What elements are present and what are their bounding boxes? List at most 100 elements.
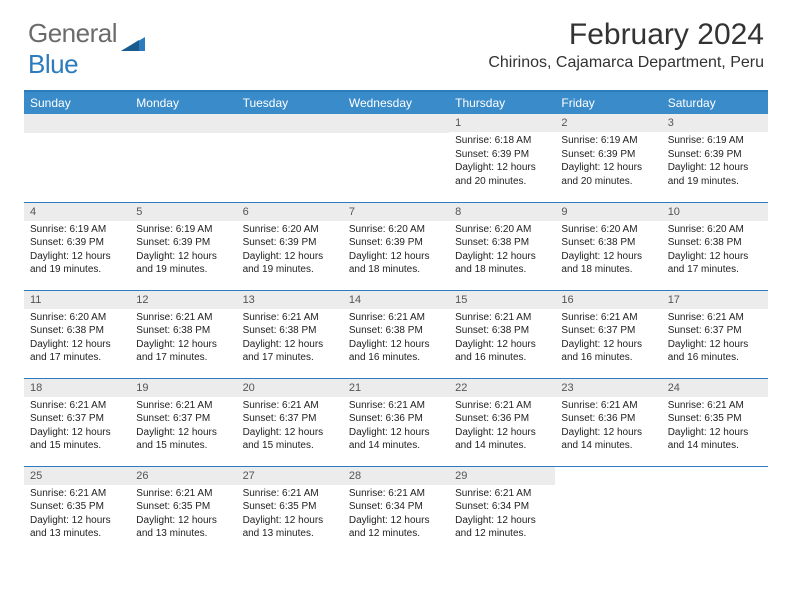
- calendar-cell: 13Sunrise: 6:21 AMSunset: 6:38 PMDayligh…: [237, 290, 343, 378]
- title-block: February 2024 Chirinos, Cajamarca Depart…: [488, 18, 764, 72]
- day-number: 20: [237, 379, 343, 397]
- sunset: Sunset: 6:37 PM: [136, 412, 230, 426]
- calendar-week-row: 4Sunrise: 6:19 AMSunset: 6:39 PMDaylight…: [24, 202, 768, 290]
- calendar-cell: 21Sunrise: 6:21 AMSunset: 6:36 PMDayligh…: [343, 378, 449, 466]
- day-number: 13: [237, 291, 343, 309]
- day-details: Sunrise: 6:20 AMSunset: 6:38 PMDaylight:…: [449, 221, 555, 281]
- day-details: Sunrise: 6:19 AMSunset: 6:39 PMDaylight:…: [130, 221, 236, 281]
- sunrise: Sunrise: 6:20 AM: [668, 223, 762, 237]
- sunset: Sunset: 6:39 PM: [668, 148, 762, 162]
- day-details: Sunrise: 6:21 AMSunset: 6:34 PMDaylight:…: [343, 485, 449, 545]
- day-number: 12: [130, 291, 236, 309]
- day-details: Sunrise: 6:20 AMSunset: 6:39 PMDaylight:…: [343, 221, 449, 281]
- sunrise: Sunrise: 6:21 AM: [136, 311, 230, 325]
- weekday-header: Friday: [555, 92, 661, 114]
- day-details: Sunrise: 6:19 AMSunset: 6:39 PMDaylight:…: [662, 132, 768, 192]
- sunset: Sunset: 6:36 PM: [561, 412, 655, 426]
- daylight: Daylight: 12 hours and 13 minutes.: [136, 514, 230, 541]
- calendar-cell: 18Sunrise: 6:21 AMSunset: 6:37 PMDayligh…: [24, 378, 130, 466]
- day-number: 28: [343, 467, 449, 485]
- calendar-cell: [662, 466, 768, 554]
- calendar-cell: 28Sunrise: 6:21 AMSunset: 6:34 PMDayligh…: [343, 466, 449, 554]
- month-title: February 2024: [488, 18, 764, 52]
- sunrise: Sunrise: 6:20 AM: [561, 223, 655, 237]
- sunset: Sunset: 6:38 PM: [349, 324, 443, 338]
- day-number: 23: [555, 379, 661, 397]
- sunset: Sunset: 6:39 PM: [136, 236, 230, 250]
- calendar-week-row: 25Sunrise: 6:21 AMSunset: 6:35 PMDayligh…: [24, 466, 768, 554]
- sunrise: Sunrise: 6:20 AM: [30, 311, 124, 325]
- day-details: Sunrise: 6:21 AMSunset: 6:35 PMDaylight:…: [662, 397, 768, 457]
- day-number: 25: [24, 467, 130, 485]
- calendar-week-row: 1Sunrise: 6:18 AMSunset: 6:39 PMDaylight…: [24, 114, 768, 202]
- daylight: Daylight: 12 hours and 17 minutes.: [30, 338, 124, 365]
- calendar-cell: 9Sunrise: 6:20 AMSunset: 6:38 PMDaylight…: [555, 202, 661, 290]
- sunrise: Sunrise: 6:20 AM: [243, 223, 337, 237]
- day-details: Sunrise: 6:21 AMSunset: 6:38 PMDaylight:…: [237, 309, 343, 369]
- day-details: Sunrise: 6:21 AMSunset: 6:34 PMDaylight:…: [449, 485, 555, 545]
- calendar-cell: 6Sunrise: 6:20 AMSunset: 6:39 PMDaylight…: [237, 202, 343, 290]
- day-details: Sunrise: 6:21 AMSunset: 6:36 PMDaylight:…: [449, 397, 555, 457]
- day-number: 18: [24, 379, 130, 397]
- day-details: Sunrise: 6:21 AMSunset: 6:36 PMDaylight:…: [555, 397, 661, 457]
- sunrise: Sunrise: 6:19 AM: [30, 223, 124, 237]
- day-number: 27: [237, 467, 343, 485]
- daylight: Daylight: 12 hours and 16 minutes.: [561, 338, 655, 365]
- day-number: 11: [24, 291, 130, 309]
- sunrise: Sunrise: 6:21 AM: [243, 311, 337, 325]
- sunrise: Sunrise: 6:21 AM: [349, 399, 443, 413]
- sunset: Sunset: 6:37 PM: [668, 324, 762, 338]
- weekday-header: Saturday: [662, 92, 768, 114]
- daylight: Daylight: 12 hours and 16 minutes.: [668, 338, 762, 365]
- daylight: Daylight: 12 hours and 20 minutes.: [455, 161, 549, 188]
- day-details: Sunrise: 6:19 AMSunset: 6:39 PMDaylight:…: [24, 221, 130, 281]
- day-details: Sunrise: 6:21 AMSunset: 6:36 PMDaylight:…: [343, 397, 449, 457]
- sunset: Sunset: 6:39 PM: [455, 148, 549, 162]
- empty-day: [130, 114, 236, 133]
- day-number: 6: [237, 203, 343, 221]
- calendar-body: 1Sunrise: 6:18 AMSunset: 6:39 PMDaylight…: [24, 114, 768, 554]
- logo-triangle-icon: [121, 33, 145, 51]
- sunset: Sunset: 6:34 PM: [455, 500, 549, 514]
- sunrise: Sunrise: 6:21 AM: [349, 487, 443, 501]
- calendar-cell: 20Sunrise: 6:21 AMSunset: 6:37 PMDayligh…: [237, 378, 343, 466]
- daylight: Daylight: 12 hours and 14 minutes.: [668, 426, 762, 453]
- day-number: 16: [555, 291, 661, 309]
- calendar-cell: [555, 466, 661, 554]
- calendar-cell: 27Sunrise: 6:21 AMSunset: 6:35 PMDayligh…: [237, 466, 343, 554]
- day-details: Sunrise: 6:21 AMSunset: 6:35 PMDaylight:…: [130, 485, 236, 545]
- day-details: Sunrise: 6:21 AMSunset: 6:35 PMDaylight:…: [24, 485, 130, 545]
- sunrise: Sunrise: 6:21 AM: [30, 487, 124, 501]
- daylight: Daylight: 12 hours and 18 minutes.: [455, 250, 549, 277]
- day-details: Sunrise: 6:21 AMSunset: 6:37 PMDaylight:…: [130, 397, 236, 457]
- sunrise: Sunrise: 6:21 AM: [455, 399, 549, 413]
- sunset: Sunset: 6:39 PM: [561, 148, 655, 162]
- weekday-header: Tuesday: [237, 92, 343, 114]
- day-number: 7: [343, 203, 449, 221]
- daylight: Daylight: 12 hours and 15 minutes.: [30, 426, 124, 453]
- calendar-cell: 15Sunrise: 6:21 AMSunset: 6:38 PMDayligh…: [449, 290, 555, 378]
- day-number: 29: [449, 467, 555, 485]
- calendar-cell: 17Sunrise: 6:21 AMSunset: 6:37 PMDayligh…: [662, 290, 768, 378]
- weekday-header: Monday: [130, 92, 236, 114]
- day-details: Sunrise: 6:20 AMSunset: 6:39 PMDaylight:…: [237, 221, 343, 281]
- day-number: 22: [449, 379, 555, 397]
- sunrise: Sunrise: 6:21 AM: [136, 487, 230, 501]
- sunset: Sunset: 6:38 PM: [668, 236, 762, 250]
- daylight: Daylight: 12 hours and 20 minutes.: [561, 161, 655, 188]
- sunset: Sunset: 6:39 PM: [30, 236, 124, 250]
- sunset: Sunset: 6:37 PM: [30, 412, 124, 426]
- daylight: Daylight: 12 hours and 14 minutes.: [561, 426, 655, 453]
- day-details: Sunrise: 6:21 AMSunset: 6:35 PMDaylight:…: [237, 485, 343, 545]
- sunrise: Sunrise: 6:21 AM: [243, 487, 337, 501]
- day-number: 15: [449, 291, 555, 309]
- sunset: Sunset: 6:35 PM: [668, 412, 762, 426]
- sunset: Sunset: 6:39 PM: [349, 236, 443, 250]
- sunset: Sunset: 6:38 PM: [455, 324, 549, 338]
- sunrise: Sunrise: 6:21 AM: [561, 311, 655, 325]
- sunset: Sunset: 6:35 PM: [136, 500, 230, 514]
- calendar-cell: 24Sunrise: 6:21 AMSunset: 6:35 PMDayligh…: [662, 378, 768, 466]
- calendar-cell: 22Sunrise: 6:21 AMSunset: 6:36 PMDayligh…: [449, 378, 555, 466]
- day-number: 17: [662, 291, 768, 309]
- day-number: 2: [555, 114, 661, 132]
